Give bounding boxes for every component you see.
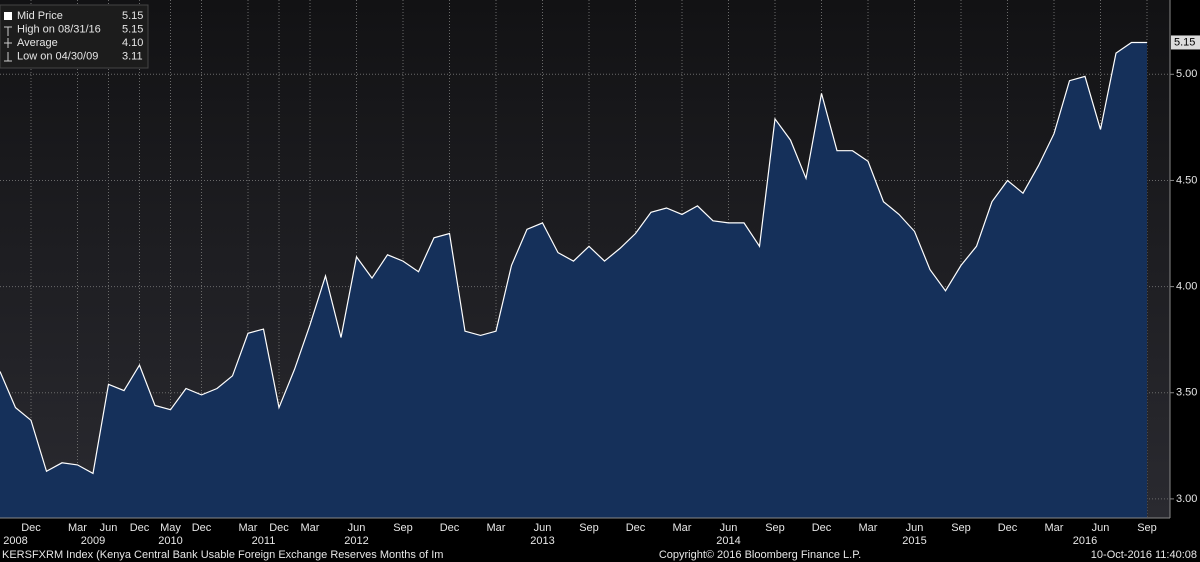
x-year-label: 2015 bbox=[902, 535, 926, 547]
legend-swatch bbox=[4, 12, 12, 20]
x-tick-label: Sep bbox=[579, 522, 599, 534]
y-tick-label: 4.50 bbox=[1176, 174, 1197, 186]
x-tick-label: Mar bbox=[68, 522, 87, 534]
legend-label: High on 08/31/16 bbox=[17, 23, 101, 35]
x-tick-label: Jun bbox=[348, 522, 366, 534]
x-tick-label: May bbox=[160, 522, 181, 534]
legend: Mid Price 5.15 High on 08/31/16 5.15 Average… bbox=[0, 4, 149, 69]
x-tick-label: Dec bbox=[440, 522, 460, 534]
legend-box bbox=[0, 4, 149, 69]
legend-label: Low on 04/30/09 bbox=[17, 50, 98, 62]
x-tick-label: Mar bbox=[239, 522, 258, 534]
last-value-label: 5.15 bbox=[1174, 36, 1195, 48]
y-tick-label: 3.00 bbox=[1176, 493, 1197, 505]
x-year-label: 2014 bbox=[716, 535, 740, 547]
area bbox=[0, 42, 1147, 518]
y-tick-label: 4.00 bbox=[1176, 281, 1197, 293]
legend-value: 5.15 bbox=[122, 10, 143, 22]
x-year-label: 2009 bbox=[81, 535, 105, 547]
x-tick-label: Jun bbox=[100, 522, 118, 534]
x-tick-label: Mar bbox=[487, 522, 506, 534]
x-tick-label: Jun bbox=[906, 522, 924, 534]
legend-value: 5.15 bbox=[122, 23, 143, 35]
legend-label: Mid Price bbox=[17, 10, 63, 22]
x-year-label: 2011 bbox=[252, 535, 276, 547]
x-tick-label: Sep bbox=[393, 522, 413, 534]
footer-left: KERSFXRM Index (Kenya Central Bank Usabl… bbox=[2, 549, 443, 561]
x-tick-label: Dec bbox=[269, 522, 289, 534]
x-year-label: 2008 bbox=[3, 535, 27, 547]
y-tick-label: 5.00 bbox=[1176, 68, 1197, 80]
x-tick-label: Jun bbox=[534, 522, 552, 534]
legend-label: Average bbox=[17, 37, 58, 49]
legend-icon-high bbox=[4, 26, 12, 36]
x-tick-label: Dec bbox=[626, 522, 646, 534]
x-tick-label: Jun bbox=[1092, 522, 1110, 534]
x-year-label: 2010 bbox=[158, 535, 182, 547]
y-tick-label: 3.50 bbox=[1176, 387, 1197, 399]
x-tick-label: Mar bbox=[301, 522, 320, 534]
line bbox=[0, 41, 1147, 475]
axis-labels: 3.00 3.50 4.00 4.50 5.00 Dec Mar Jun Dec May Dec Ma… bbox=[3, 35, 1200, 547]
x-year-label: 2013 bbox=[530, 535, 554, 547]
last-value-box bbox=[1171, 35, 1200, 50]
x-tick-label: Dec bbox=[130, 522, 150, 534]
x-tick-label: Dec bbox=[21, 522, 41, 534]
x-tick-label: Dec bbox=[192, 522, 212, 534]
x-tick-label: Dec bbox=[998, 522, 1018, 534]
x-tick-label: Jun bbox=[720, 522, 738, 534]
marks bbox=[0, 41, 1147, 518]
legend-icon-average bbox=[4, 38, 12, 48]
x-tick-label: Dec bbox=[812, 522, 832, 534]
footer-center: Copyright© 2016 Bloomberg Finance L.P. bbox=[659, 549, 861, 561]
x-tick-label: Mar bbox=[673, 522, 692, 534]
legend-value: 3.11 bbox=[122, 50, 143, 62]
x-tick-label: Sep bbox=[951, 522, 971, 534]
legend-icon-low bbox=[4, 52, 12, 62]
x-tick-label: Sep bbox=[1137, 522, 1157, 534]
x-year-label: 2016 bbox=[1073, 535, 1097, 547]
legend-value: 4.10 bbox=[122, 37, 143, 49]
x-tick-label: Mar bbox=[1045, 522, 1064, 534]
x-tick-label: Sep bbox=[765, 522, 785, 534]
x-year-label: 2012 bbox=[344, 535, 368, 547]
x-tick-label: Mar bbox=[859, 522, 878, 534]
footer-right: 10-Oct-2016 11:40:08 bbox=[1091, 549, 1197, 561]
